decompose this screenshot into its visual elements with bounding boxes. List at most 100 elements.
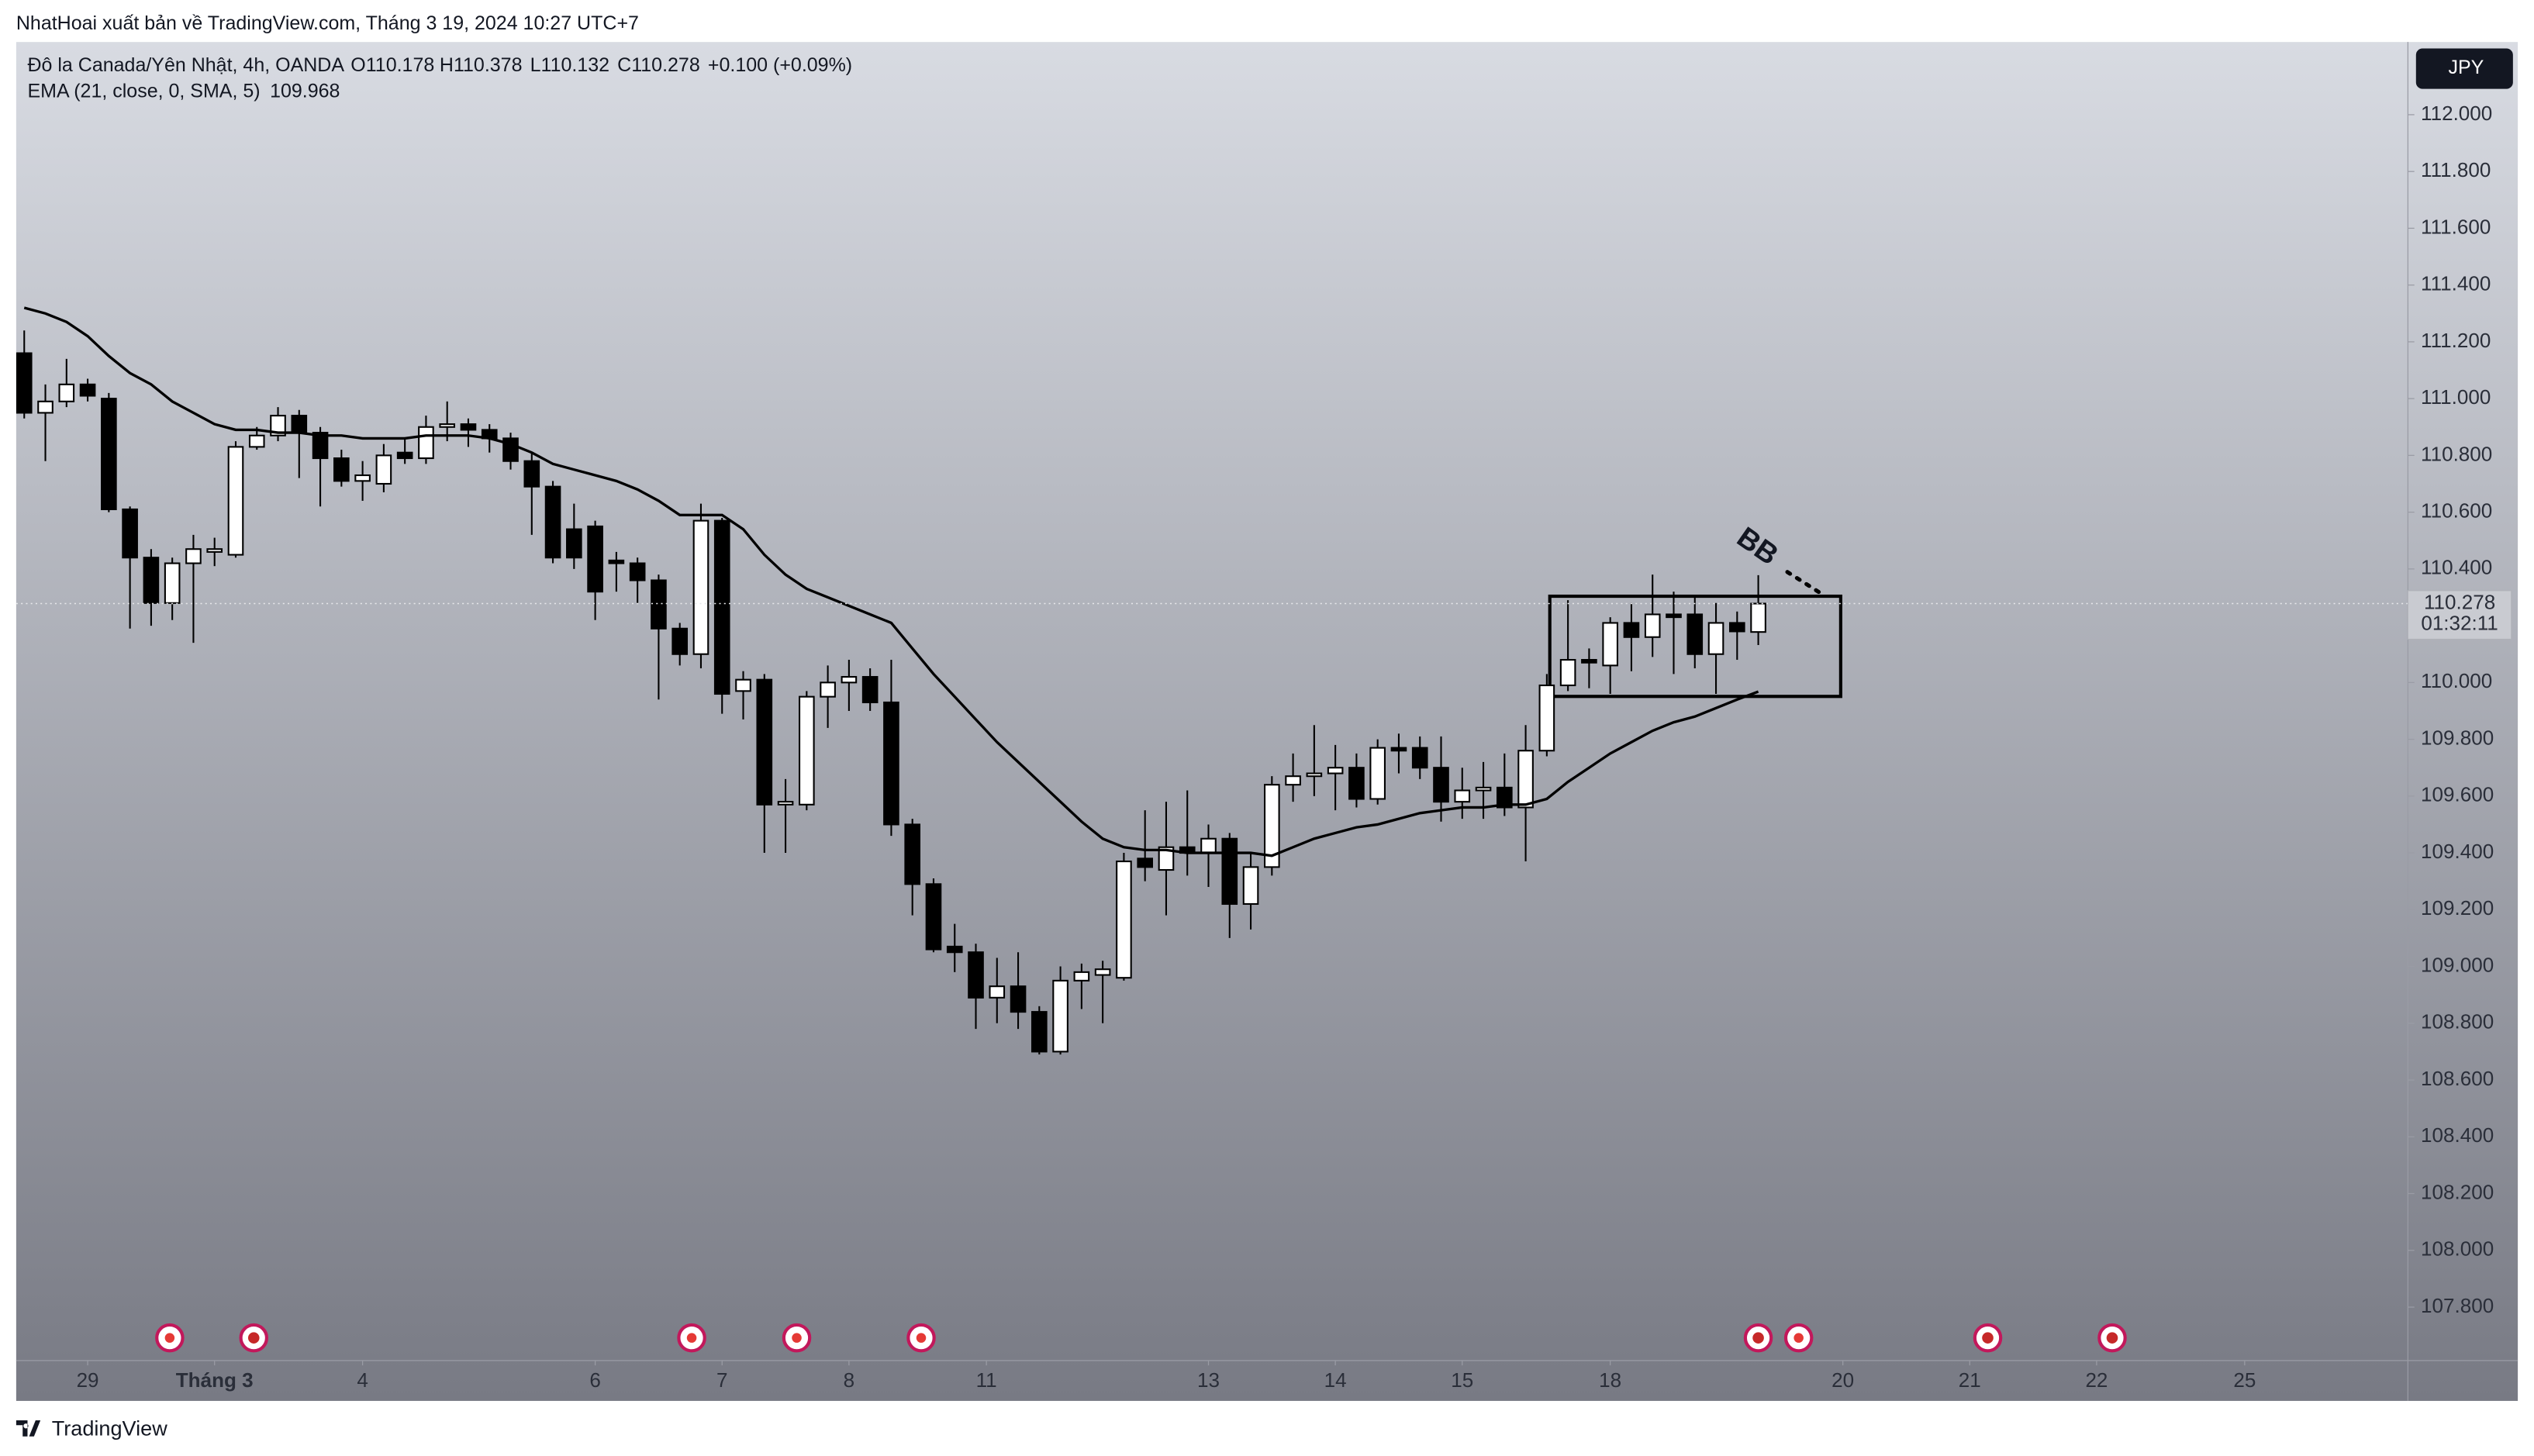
y-tick-label: 112.000 bbox=[2421, 102, 2492, 125]
candle-body bbox=[460, 423, 477, 431]
event-dot bbox=[1973, 1323, 2003, 1353]
candle-body bbox=[608, 559, 625, 564]
event-flag bbox=[155, 1323, 185, 1353]
candle-body bbox=[883, 701, 899, 826]
y-tick-label: 111.400 bbox=[2421, 272, 2491, 295]
candle-body bbox=[968, 951, 984, 999]
candle-body bbox=[206, 548, 223, 553]
credit: NhatHoai xuất bản về TradingView.com, Th… bbox=[16, 12, 639, 34]
candle-body bbox=[1623, 622, 1640, 638]
currency-button[interactable] bbox=[2415, 48, 2513, 89]
candle-body bbox=[1200, 837, 1217, 854]
event-flag bbox=[677, 1323, 706, 1353]
candle-body bbox=[777, 801, 794, 806]
candle-body bbox=[227, 446, 244, 556]
x-tick-label: 22 bbox=[2085, 1368, 2108, 1392]
logo-text: TradingView bbox=[52, 1416, 167, 1440]
candle-body bbox=[1517, 750, 1534, 809]
axes: 107.800 108.000 108.200 108.400 108.600 108.8… bbox=[77, 102, 2512, 1392]
candle-body bbox=[312, 432, 329, 460]
currency[interactable]: JPY bbox=[2448, 57, 2484, 78]
candle-body bbox=[248, 434, 265, 448]
annotation-dots bbox=[1785, 570, 1825, 597]
candle-body bbox=[566, 528, 582, 559]
candle-body bbox=[1411, 747, 1428, 769]
ema-value: 109.968 bbox=[270, 80, 340, 102]
candle-body bbox=[692, 519, 709, 655]
candle-body bbox=[904, 823, 921, 885]
candle-body bbox=[713, 519, 730, 695]
x-tick-label: 8 bbox=[844, 1368, 855, 1392]
candle-body bbox=[820, 681, 836, 698]
event-dot bbox=[2097, 1323, 2127, 1353]
x-tick-label: 18 bbox=[1599, 1368, 1621, 1392]
candle-body bbox=[418, 426, 434, 460]
candle-body bbox=[1116, 861, 1132, 979]
x-tick-label: 29 bbox=[77, 1368, 99, 1392]
candle-body bbox=[1137, 857, 1154, 868]
y-tick-label: 108.400 bbox=[2421, 1123, 2494, 1147]
candle-body bbox=[375, 454, 392, 485]
x-tick-label: 25 bbox=[2233, 1368, 2256, 1392]
candle-body bbox=[735, 678, 751, 692]
candle-body bbox=[1497, 786, 1513, 809]
candle-body bbox=[925, 883, 942, 951]
candle-body bbox=[143, 557, 160, 604]
candle-body bbox=[1158, 846, 1175, 871]
candle-body bbox=[164, 562, 181, 604]
candle-body bbox=[58, 383, 75, 402]
y-tick-label: 109.600 bbox=[2421, 783, 2494, 806]
x-tick-label: 6 bbox=[589, 1368, 601, 1392]
candle-body bbox=[1094, 968, 1111, 976]
candle-body bbox=[1454, 789, 1471, 803]
event-flag bbox=[1783, 1323, 1814, 1353]
candle-body bbox=[37, 400, 54, 414]
y-tick-label: 109.200 bbox=[2421, 896, 2494, 919]
candle-body bbox=[1221, 837, 1238, 906]
candle-body bbox=[587, 525, 603, 593]
candle-body bbox=[1285, 775, 1301, 786]
events bbox=[155, 1323, 2127, 1353]
last-price-label: 110.278 bbox=[2424, 590, 2495, 613]
candle-body bbox=[185, 548, 202, 564]
candle-body bbox=[799, 695, 815, 806]
candle-body bbox=[291, 415, 308, 434]
candle-body bbox=[101, 398, 117, 510]
candle-body bbox=[1433, 767, 1449, 803]
candle-body bbox=[544, 485, 561, 559]
event-dot bbox=[239, 1323, 269, 1353]
candle-body bbox=[1073, 971, 1090, 982]
y-tick-label: 110.400 bbox=[2421, 556, 2492, 579]
candle-body bbox=[1581, 659, 1597, 664]
candle-body bbox=[1052, 979, 1068, 1053]
ema-legend: EMA (21, close, 0, SMA, 5) bbox=[27, 80, 260, 102]
candle-body bbox=[270, 415, 286, 436]
symbol: Đô la Canada/Yên Nhật, 4h, OANDA bbox=[27, 54, 344, 76]
x-tick-label: 21 bbox=[1959, 1368, 1981, 1392]
candle-body bbox=[1390, 747, 1407, 752]
candle-body bbox=[1348, 767, 1365, 800]
ema-line bbox=[23, 306, 1759, 857]
candle-body bbox=[1686, 613, 1704, 655]
candle-body bbox=[651, 579, 667, 630]
y-tick-label: 107.800 bbox=[2421, 1294, 2494, 1317]
candle-body bbox=[989, 985, 1006, 999]
candle-body bbox=[1666, 613, 1682, 619]
candle-body bbox=[671, 627, 689, 655]
candle-body bbox=[1242, 866, 1259, 906]
candle-body bbox=[1475, 786, 1492, 792]
y-tick-label: 108.600 bbox=[2421, 1067, 2494, 1090]
candle-body bbox=[1306, 772, 1323, 778]
candle-body bbox=[1707, 622, 1724, 655]
candle-body bbox=[946, 945, 963, 954]
legend-change: +0.100 (+0.09%) bbox=[708, 54, 852, 76]
candle-body bbox=[439, 423, 456, 428]
y-tick-label: 109.000 bbox=[2421, 953, 2494, 976]
legend-open: O110.178 bbox=[350, 54, 434, 76]
candle-body bbox=[396, 451, 413, 460]
annotation-box bbox=[1548, 594, 1842, 699]
x-tick-label: 11 bbox=[976, 1368, 997, 1392]
legend-high: H110.378 bbox=[440, 54, 523, 76]
x-tick-label: 15 bbox=[1451, 1368, 1473, 1392]
candle-body bbox=[1559, 659, 1576, 687]
